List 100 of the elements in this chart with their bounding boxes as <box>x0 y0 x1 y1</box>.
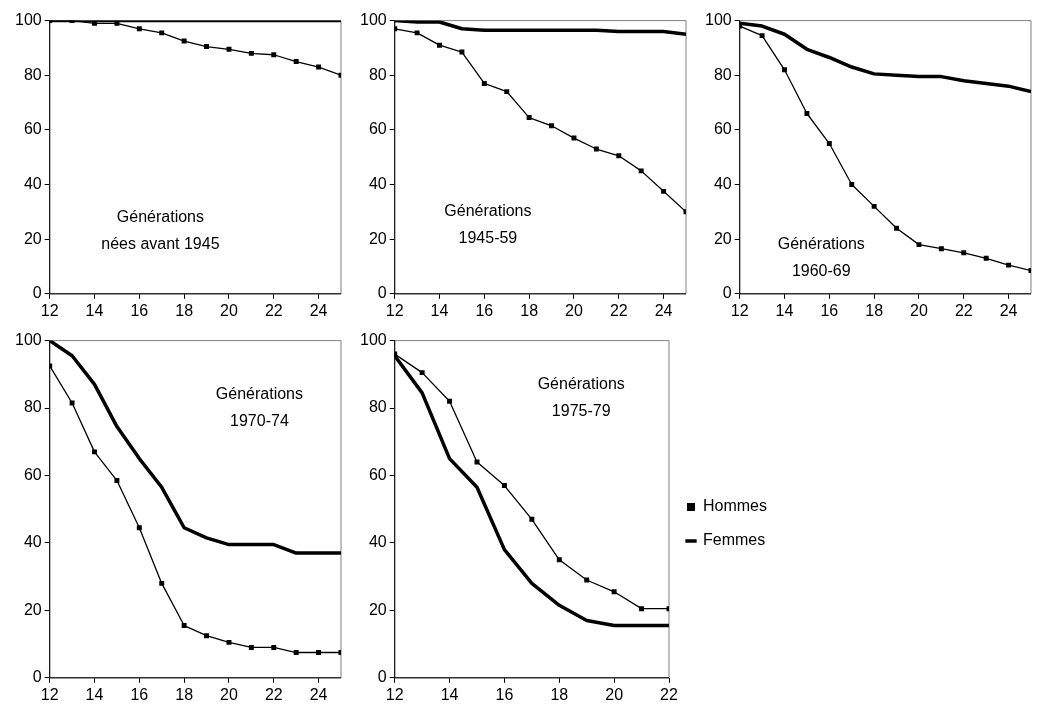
point <box>248 644 254 650</box>
point <box>826 141 832 147</box>
annotation: Générations 1960-69 <box>777 235 865 280</box>
point <box>136 26 142 32</box>
point <box>782 67 787 73</box>
annotation: Générations nées avant 1945 <box>101 207 220 252</box>
x-tick-label: 14 <box>430 301 449 319</box>
x-tick-label: 18 <box>520 301 539 319</box>
y-tick-label: 40 <box>368 533 387 551</box>
y-tick-label: 40 <box>368 174 387 192</box>
point <box>638 168 644 174</box>
point <box>437 42 442 48</box>
point <box>293 59 299 65</box>
point <box>938 246 944 252</box>
y-tick-label: 60 <box>368 465 387 483</box>
annotation: Générations 1975-79 <box>537 374 625 419</box>
point <box>526 115 532 121</box>
y-tick-label: 60 <box>23 120 42 138</box>
point <box>916 242 922 248</box>
point <box>136 525 142 531</box>
y-tick-label: 20 <box>368 229 387 247</box>
x-tick-label: 22 <box>264 301 283 319</box>
y-tick-label: 20 <box>23 600 42 618</box>
point <box>114 478 120 484</box>
point <box>616 153 622 159</box>
y-tick-label: 20 <box>23 229 42 247</box>
y-tick-label: 20 <box>713 229 732 247</box>
x-tick-label: 24 <box>654 301 673 319</box>
x-tick-label: 12 <box>40 301 59 319</box>
point <box>271 644 277 650</box>
point <box>759 33 765 39</box>
x-tick-label: 12 <box>385 301 404 319</box>
y-tick-label: 0 <box>722 284 732 302</box>
y-tick-label: 100 <box>704 11 732 29</box>
x-tick-label: 16 <box>820 301 839 319</box>
y-tick-label: 80 <box>23 398 42 416</box>
point <box>414 30 420 36</box>
point <box>504 89 510 95</box>
y-tick-label: 0 <box>377 668 387 686</box>
point <box>549 123 555 129</box>
x-tick-label: 22 <box>954 301 973 319</box>
point <box>849 182 855 187</box>
point <box>529 516 535 522</box>
point <box>661 188 667 194</box>
point <box>92 449 97 455</box>
y-tick-label: 60 <box>368 120 387 138</box>
x-tick-label: 18 <box>175 301 194 319</box>
point <box>159 30 165 36</box>
x-tick-label: 18 <box>550 685 569 703</box>
point <box>159 580 165 586</box>
legend-label: Hommes <box>703 497 768 515</box>
point <box>316 64 322 70</box>
x-tick-label: 22 <box>660 685 678 703</box>
point <box>316 650 322 655</box>
x-tick-label: 16 <box>475 301 494 319</box>
x-tick-label: 20 <box>220 301 238 319</box>
annotation: Générations 1970-74 <box>215 384 304 429</box>
point <box>248 50 254 56</box>
x-tick-label: 22 <box>264 685 283 703</box>
x-tick-label: 20 <box>565 301 583 319</box>
y-tick-label: 0 <box>32 284 42 302</box>
x-tick-label: 12 <box>40 685 59 703</box>
x-tick-label: 18 <box>175 685 194 703</box>
point <box>204 633 210 639</box>
point <box>1006 262 1012 268</box>
point <box>871 203 877 209</box>
x-tick-label: 20 <box>910 301 928 319</box>
y-tick-label: 60 <box>23 465 42 483</box>
point <box>501 483 507 489</box>
point <box>419 370 425 376</box>
point <box>983 255 989 261</box>
x-tick-label: 16 <box>495 685 514 703</box>
y-tick-label: 80 <box>713 65 732 83</box>
x-tick-label: 18 <box>865 301 884 319</box>
y-tick-label: 100 <box>14 331 42 349</box>
x-tick-label: 16 <box>130 685 149 703</box>
y-tick-label: 80 <box>23 65 42 83</box>
y-tick-label: 60 <box>713 120 732 138</box>
x-tick-label: 12 <box>730 301 749 319</box>
point <box>894 225 900 231</box>
point <box>226 639 232 645</box>
point <box>181 38 187 44</box>
y-tick-label: 40 <box>23 533 42 551</box>
x-tick-label: 22 <box>609 301 628 319</box>
x-tick-label: 24 <box>309 301 328 319</box>
x-tick-label: 14 <box>440 685 459 703</box>
x-tick-label: 20 <box>220 685 238 703</box>
x-tick-label: 16 <box>130 301 149 319</box>
annotation: Générations 1945-59 <box>444 202 532 247</box>
point <box>611 589 617 595</box>
point <box>804 111 810 116</box>
y-tick-label: 40 <box>23 174 42 192</box>
point <box>293 650 299 655</box>
point <box>226 46 232 52</box>
x-tick-label: 24 <box>999 301 1018 319</box>
y-tick-label: 80 <box>368 65 387 83</box>
y-tick-label: 100 <box>359 331 387 349</box>
point <box>571 135 577 141</box>
y-tick-label: 20 <box>368 600 387 618</box>
point <box>639 606 645 612</box>
